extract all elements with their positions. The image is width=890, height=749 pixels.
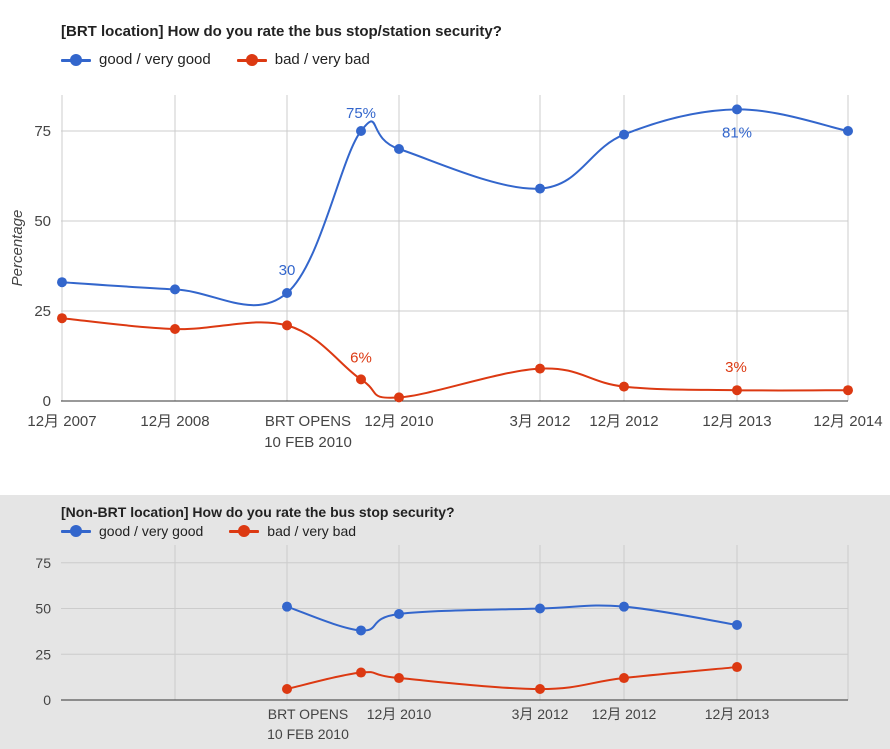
y-tick-label: 0	[43, 393, 51, 410]
data-point-bad[interactable]	[356, 374, 366, 385]
data-point-good[interactable]	[619, 601, 629, 612]
y-axis-label: Percentage	[9, 210, 26, 287]
y-tick-label: 50	[35, 601, 51, 617]
data-point-bad[interactable]	[732, 662, 742, 673]
non-brt-chart-panel: [Non-BRT location] How do you rate the b…	[0, 495, 890, 749]
y-tick-label: 75	[34, 123, 51, 140]
data-label-good: 30	[279, 262, 296, 279]
data-point-bad[interactable]	[619, 673, 629, 684]
legend-swatch-good	[61, 53, 91, 67]
series-line-good	[286, 604, 738, 632]
data-label-bad: 6%	[350, 349, 372, 366]
brt-chart-title: [BRT location] How do you rate the bus s…	[61, 23, 502, 40]
y-tick-label: 50	[34, 213, 51, 230]
y-tick-label: 0	[43, 692, 51, 708]
legend-swatch-bad	[236, 53, 267, 67]
data-point-bad[interactable]	[619, 381, 629, 392]
legend-item-bad[interactable]: bad / very bad	[236, 51, 370, 68]
data-point-good[interactable]	[282, 601, 292, 612]
non-brt-chart-legend: good / very good bad / very bad	[61, 523, 382, 539]
data-point-good[interactable]	[394, 144, 404, 154]
non-brt-line-chart: 0 25 50 75 BRT OPENS 10 FEB 2010 12月 2010 3月 20…	[35, 545, 849, 742]
data-point-bad[interactable]	[732, 385, 742, 396]
legend-label-bad: bad / very bad	[274, 51, 370, 68]
data-point-bad[interactable]	[356, 667, 366, 678]
data-point-good[interactable]	[843, 126, 853, 136]
x-tick-label: BRT OPENS	[265, 413, 351, 430]
x-tick-label: 12月 2010	[367, 706, 432, 722]
data-point-bad[interactable]	[394, 673, 404, 684]
y-tick-label: 25	[35, 646, 51, 662]
y-tick-label: 75	[35, 555, 51, 571]
legend-label-good: good / very good	[99, 523, 204, 539]
x-tick-label: 12月 2014	[813, 413, 882, 430]
x-tick-label: 10 FEB 2010	[267, 726, 349, 742]
data-point-bad[interactable]	[282, 320, 292, 331]
x-tick-label: BRT OPENS	[268, 706, 348, 722]
data-point-good[interactable]	[394, 608, 404, 619]
data-point-bad[interactable]	[282, 684, 292, 695]
legend-item-bad[interactable]: bad / very bad	[229, 523, 356, 539]
data-point-good[interactable]	[356, 625, 366, 636]
data-point-bad[interactable]	[57, 313, 67, 324]
brt-line-chart: 0 25 50 75 12月 2007 12月 2008 BRT OPENS 10 FEB 2…	[9, 95, 883, 451]
data-point-good[interactable]	[619, 129, 629, 140]
data-point-good[interactable]	[535, 183, 545, 194]
legend-item-good[interactable]: good / very good	[61, 523, 203, 539]
x-tick-label: 12月 2007	[27, 413, 96, 430]
legend-label-bad: bad / very bad	[267, 523, 357, 539]
data-label-good: 75%	[346, 105, 376, 122]
x-tick-label: 12月 2010	[364, 413, 433, 430]
x-tick-label: 12月 2013	[705, 706, 770, 722]
data-point-good[interactable]	[57, 277, 67, 288]
data-point-bad[interactable]	[843, 385, 853, 396]
data-label-good: 81%	[722, 124, 752, 141]
data-point-good[interactable]	[535, 603, 545, 614]
x-tick-label: 10 FEB 2010	[264, 434, 352, 451]
series-line-bad	[286, 666, 738, 691]
x-tick-label: 3月 2012	[512, 706, 569, 722]
x-tick-label: 12月 2013	[702, 413, 771, 430]
legend-swatch-bad	[229, 524, 260, 538]
legend-swatch-good	[61, 524, 91, 538]
data-point-good[interactable]	[356, 126, 366, 136]
data-point-bad[interactable]	[170, 324, 180, 334]
y-tick-label: 25	[34, 303, 51, 320]
data-point-good[interactable]	[732, 104, 742, 115]
data-point-good[interactable]	[732, 619, 742, 630]
x-tick-label: 12月 2012	[589, 413, 658, 430]
non-brt-chart-title: [Non-BRT location] How do you rate the b…	[61, 504, 455, 520]
x-tick-label: 3月 2012	[510, 413, 571, 430]
series-line-bad	[61, 317, 849, 399]
data-point-good[interactable]	[282, 288, 292, 298]
data-point-bad[interactable]	[394, 392, 404, 403]
x-tick-label: 12月 2012	[592, 706, 657, 722]
x-tick-label: 12月 2008	[140, 413, 209, 430]
data-point-bad[interactable]	[535, 684, 545, 695]
data-label-bad: 3%	[725, 359, 747, 376]
legend-label-good: good / very good	[99, 51, 211, 68]
legend-item-good[interactable]: good / very good	[61, 51, 211, 68]
brt-chart-panel: [BRT location] How do you rate the bus s…	[61, 23, 502, 68]
data-point-bad[interactable]	[535, 363, 545, 374]
data-point-good[interactable]	[170, 284, 180, 295]
brt-chart-legend: good / very good bad / very bad	[61, 51, 396, 68]
